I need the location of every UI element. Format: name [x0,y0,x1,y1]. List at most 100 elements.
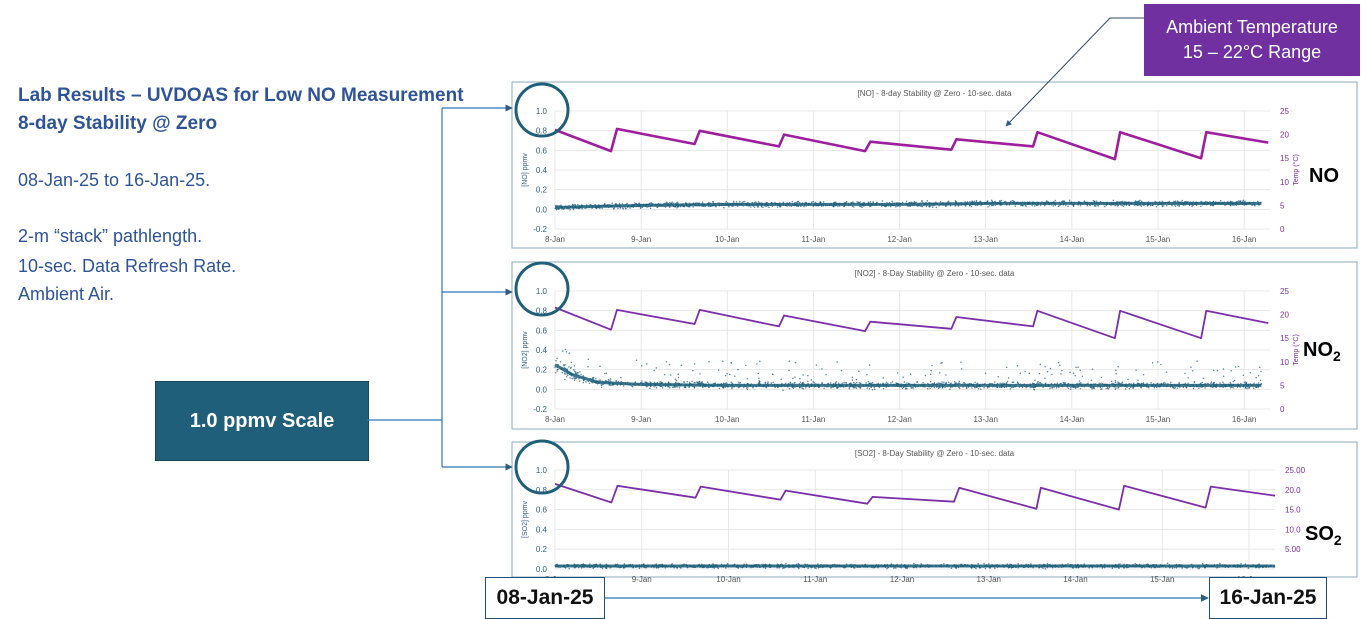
ppm-point [698,380,701,383]
ppm-point [571,203,574,206]
ppm-point [943,563,945,565]
ppm-point [1115,387,1117,389]
ppm-point [1242,199,1245,201]
ppm-point [915,201,918,204]
ppm-point [674,381,677,384]
ppm-point [990,199,993,202]
y-tick-label: 0.6 [536,146,548,155]
ppm-point [1112,199,1115,202]
ppm-point [882,377,885,379]
y2-tick-label: 25 [1280,287,1289,296]
ppm-point [1163,381,1165,384]
ppm-point [1240,562,1242,565]
ppm-point [683,381,686,383]
ppm-point [794,381,796,384]
ppm-point [1017,563,1019,565]
ppm-point [757,205,759,208]
ppm-point [669,374,672,376]
ppm-point [1201,381,1204,384]
ppm-point [1064,381,1066,384]
ppm-point [1070,386,1072,389]
ppm-point [1136,204,1139,207]
ppm-point [851,379,854,381]
x-tick-label: 14-Jan [1060,415,1084,424]
ppm-point [768,206,770,208]
ppm-point [555,371,557,374]
ppm-point [913,200,916,203]
ppm-point [758,381,761,383]
ppm-point [691,380,693,383]
ppm-point [1052,205,1054,207]
ppm-point [609,379,611,381]
x-tick-label: 11-Jan [801,235,825,244]
ppm-point [835,201,837,203]
y2-axis-label: Temp (°C) [1292,334,1300,366]
y2-tick-label: 5 [1280,381,1285,390]
ppm-point [1192,387,1195,390]
ppm-point [734,375,736,378]
ppm-point [975,567,977,570]
ppm-point [850,382,852,385]
ppm-point [649,381,651,383]
ppm-point [1219,382,1221,384]
ppm-point [1256,200,1259,203]
ppm-point [772,381,774,384]
ppm-point [1097,204,1100,207]
x-tick-label: 11-Jan [803,575,827,584]
ppm-point [1146,382,1148,385]
ppm-point [1051,373,1053,376]
ppm-point [941,381,943,383]
ppm-point [916,381,918,384]
y-tick-label: 0.0 [536,385,548,394]
ppm-point [1100,376,1103,379]
ppm-point [568,366,570,368]
ppm-point [1019,372,1022,374]
y2-tick-label: 20.0 [1285,486,1301,495]
y2-tick-label: 10 [1280,178,1289,187]
x-tick-label: 11-Jan [801,415,825,424]
ppm-point [1161,200,1163,203]
ppm-point [621,207,624,209]
ppm-point [693,387,696,389]
ppm-point [1104,205,1106,208]
ppm-point [1176,200,1179,202]
ppm-point [1238,200,1240,202]
ppm-point [1055,387,1058,389]
ppm-point [1010,386,1013,389]
ppm-point [573,369,575,371]
chart-panel-so2: 8-Jan9-Jan10-Jan11-Jan12-Jan13-Jan14-Jan… [511,439,1358,584]
ppm-point [1122,205,1125,207]
ppm-point [1117,204,1120,207]
ppm-point [725,200,728,203]
ppm-point [1079,388,1082,390]
x-tick-label: 10-Jan [716,575,740,584]
ppm-point [1049,367,1052,370]
x-tick-label: 10-Jan [715,235,739,244]
ppm-point [696,381,698,383]
ppm-point [739,200,741,203]
ppm-point [1257,382,1260,384]
ppm-point [1117,365,1119,368]
ppm-point [641,206,644,209]
ppm-point [688,381,691,384]
ppm-point [1114,204,1116,207]
ppm-point [1168,200,1170,203]
ppm-point [1247,567,1250,569]
ppm-point [1212,204,1214,207]
y-axis-label: [NO2] ppmv [522,331,529,369]
ppm-point [969,204,971,207]
ppm-point [1230,369,1232,372]
x-tick-label: 16-Jan [1232,235,1256,244]
ppm-point [805,386,807,389]
ppm-point [825,373,827,376]
ppm-point [798,386,801,389]
ppm-point [645,381,648,383]
ppm-point [799,377,801,380]
ppm-point [692,206,694,208]
x-tick-label: 12-Jan [887,235,911,244]
ppm-series-no2 [554,348,1263,391]
ppm-point [887,382,889,384]
ppm-point [869,200,872,203]
ppm-point [1151,361,1154,364]
chart-title: [NO] - 8-day Stability @ Zero - 10-sec. … [858,89,1013,98]
